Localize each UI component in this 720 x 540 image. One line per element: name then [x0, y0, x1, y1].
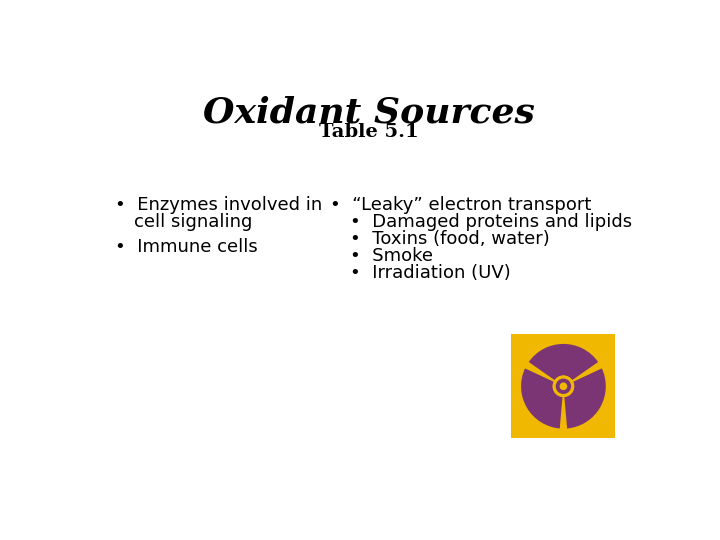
Text: •  “Leaky” electron transport: • “Leaky” electron transport	[330, 195, 592, 214]
Wedge shape	[564, 368, 606, 428]
Text: •  Immune cells: • Immune cells	[115, 238, 258, 256]
Text: •  Irradiation (UV): • Irradiation (UV)	[350, 264, 510, 282]
Text: Table 5.1: Table 5.1	[319, 123, 419, 140]
Text: cell signaling: cell signaling	[134, 213, 253, 231]
Wedge shape	[528, 344, 598, 380]
Circle shape	[559, 382, 567, 390]
Circle shape	[553, 375, 575, 397]
Text: •  Smoke: • Smoke	[350, 247, 433, 265]
Text: •  Damaged proteins and lipids: • Damaged proteins and lipids	[350, 213, 632, 231]
Text: •  Enzymes involved in: • Enzymes involved in	[115, 195, 322, 214]
Text: •  Toxins (food, water): • Toxins (food, water)	[350, 231, 549, 248]
Wedge shape	[521, 368, 562, 428]
Text: Oxidant Sources: Oxidant Sources	[203, 96, 535, 130]
Bar	[511, 334, 616, 438]
Circle shape	[556, 379, 571, 394]
